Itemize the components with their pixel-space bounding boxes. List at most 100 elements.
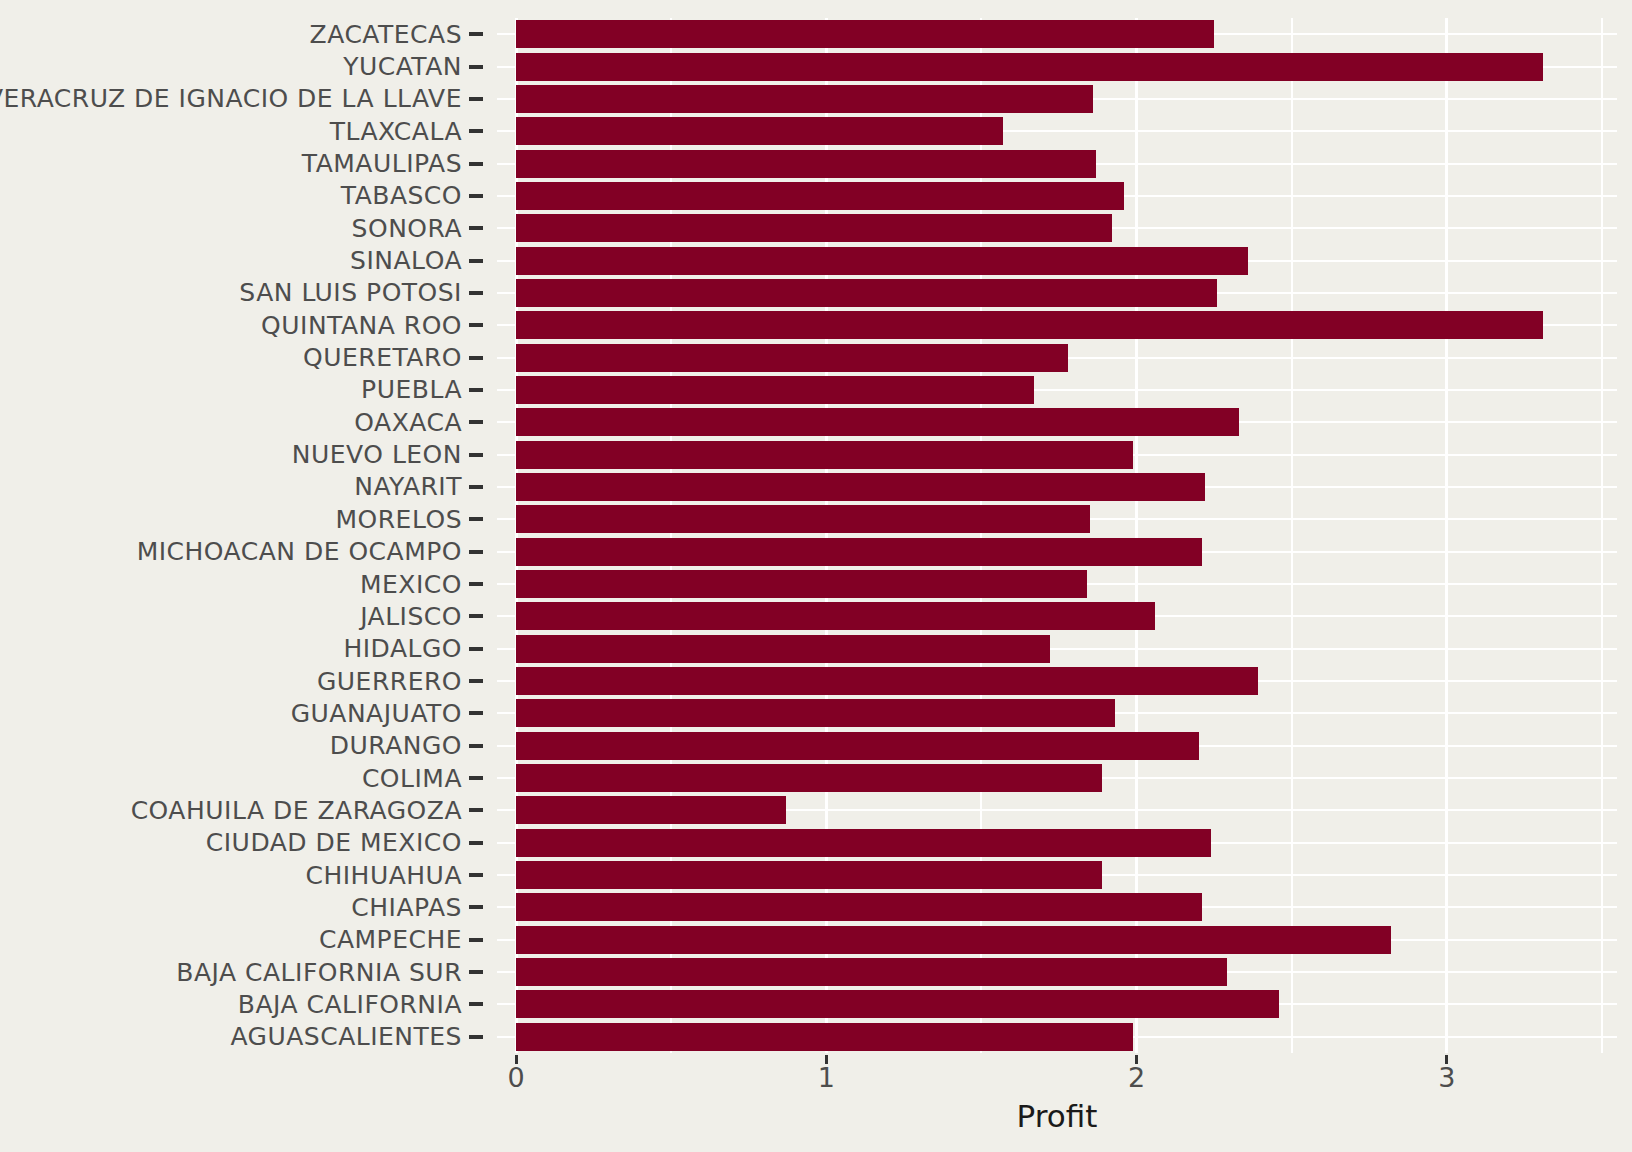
y-axis-label: GUANAJUATO xyxy=(291,701,462,726)
bar-sonora xyxy=(516,214,1112,242)
chart-row xyxy=(497,83,1617,115)
y-axis-label-row: VERACRUZ DE IGNACIO DE LA LLAVE xyxy=(0,83,497,115)
y-axis-label: NAYARIT xyxy=(354,474,462,499)
y-axis-label: CHIAPAS xyxy=(351,895,462,920)
y-axis-label: DURANGO xyxy=(330,733,462,758)
bar-jalisco xyxy=(516,602,1155,630)
y-axis-label: CAMPECHE xyxy=(319,927,462,952)
y-tick-mark xyxy=(469,905,483,909)
chart-row xyxy=(497,212,1617,244)
bar-puebla xyxy=(516,376,1034,404)
y-tick-mark xyxy=(469,162,483,166)
y-axis-label-row: TABASCO xyxy=(0,180,497,212)
y-axis-label: TLAXCALA xyxy=(330,119,462,144)
chart-row xyxy=(497,924,1617,956)
chart-row xyxy=(497,18,1617,50)
y-axis-label: SINALOA xyxy=(350,248,462,273)
y-axis-label-row: GUANAJUATO xyxy=(0,697,497,729)
y-tick-mark xyxy=(469,97,483,101)
bar-aguascalientes xyxy=(516,1023,1133,1051)
y-tick-mark xyxy=(469,550,483,554)
chart-row xyxy=(497,633,1617,665)
y-axis-label: CIUDAD DE MEXICO xyxy=(206,830,462,855)
y-tick-mark xyxy=(469,970,483,974)
y-tick-mark xyxy=(469,65,483,69)
chart-row xyxy=(497,762,1617,794)
y-tick-mark xyxy=(469,323,483,327)
y-axis-label-row: TLAXCALA xyxy=(0,115,497,147)
y-axis-label-row: ZACATECAS xyxy=(0,18,497,50)
y-axis-label-row: BAJA CALIFORNIA SUR xyxy=(0,956,497,988)
x-axis-title: Profit xyxy=(1017,1098,1098,1135)
bar-michoacan-de-ocampo xyxy=(516,538,1202,566)
bar-nuevo-leon xyxy=(516,441,1133,469)
bar-sinaloa xyxy=(516,247,1248,275)
y-axis-label-row: MICHOACAN DE OCAMPO xyxy=(0,536,497,568)
x-tick-label: 0 xyxy=(507,1062,524,1094)
bar-ciudad-de-mexico xyxy=(516,829,1211,857)
y-tick-mark xyxy=(469,776,483,780)
y-axis-label: AGUASCALIENTES xyxy=(230,1024,462,1049)
y-axis-label: SAN LUIS POTOSI xyxy=(239,280,462,305)
y-axis-label: JALISCO xyxy=(360,604,462,629)
y-axis-label-row: CHIHUAHUA xyxy=(0,859,497,891)
x-tick-label: 1 xyxy=(818,1062,835,1094)
y-axis-label: HIDALGO xyxy=(343,636,462,661)
y-axis-label: OAXACA xyxy=(354,410,462,435)
y-tick-mark xyxy=(469,259,483,263)
y-tick-mark xyxy=(469,517,483,521)
chart-row xyxy=(497,697,1617,729)
bar-tabasco xyxy=(516,182,1124,210)
y-tick-mark xyxy=(469,291,483,295)
y-axis-label-row: YUCATAN xyxy=(0,50,497,82)
y-axis-label-row: CIUDAD DE MEXICO xyxy=(0,827,497,859)
y-axis-label: GUERRERO xyxy=(317,669,462,694)
bar-hidalgo xyxy=(516,635,1050,663)
chart-row xyxy=(497,244,1617,276)
y-axis-label-row: COAHUILA DE ZARAGOZA xyxy=(0,794,497,826)
y-tick-mark xyxy=(469,808,483,812)
y-axis-label: MORELOS xyxy=(336,507,463,532)
bar-colima xyxy=(516,764,1102,792)
chart-row xyxy=(497,503,1617,535)
y-axis-label-row: GUERRERO xyxy=(0,665,497,697)
y-axis-label-row: NUEVO LEON xyxy=(0,438,497,470)
y-axis-label-row: SONORA xyxy=(0,212,497,244)
y-axis-label: COAHUILA DE ZARAGOZA xyxy=(131,798,462,823)
bar-oaxaca xyxy=(516,408,1239,436)
y-axis-label-row: HIDALGO xyxy=(0,633,497,665)
chart-row xyxy=(497,471,1617,503)
y-axis-label-row: COLIMA xyxy=(0,762,497,794)
y-tick-mark xyxy=(469,485,483,489)
y-tick-mark xyxy=(469,647,483,651)
y-axis-label-row: TAMAULIPAS xyxy=(0,147,497,179)
bar-chihuahua xyxy=(516,861,1102,889)
y-tick-mark xyxy=(469,1002,483,1006)
y-tick-mark xyxy=(469,32,483,36)
y-axis-label: YUCATAN xyxy=(343,54,462,79)
bar-morelos xyxy=(516,505,1090,533)
chart-row xyxy=(497,536,1617,568)
y-axis-label: COLIMA xyxy=(362,766,462,791)
y-tick-mark xyxy=(469,711,483,715)
y-tick-mark xyxy=(469,453,483,457)
y-axis-label-row: BAJA CALIFORNIA xyxy=(0,988,497,1020)
bar-veracruz-de-ignacio-de-la-llave xyxy=(516,85,1093,113)
y-tick-mark xyxy=(469,388,483,392)
y-axis-label: TAMAULIPAS xyxy=(302,151,462,176)
y-axis-label-row: JALISCO xyxy=(0,600,497,632)
y-axis-label: TABASCO xyxy=(341,183,462,208)
y-axis-label-row: MORELOS xyxy=(0,503,497,535)
bar-yucatan xyxy=(516,53,1543,81)
y-axis-label: QUERETARO xyxy=(303,345,462,370)
chart-row xyxy=(497,50,1617,82)
y-tick-mark xyxy=(469,873,483,877)
bar-baja-california-sur xyxy=(516,958,1227,986)
y-axis-label-row: SINALOA xyxy=(0,244,497,276)
bar-san-luis-potosi xyxy=(516,279,1217,307)
y-axis-label-row: NAYARIT xyxy=(0,471,497,503)
bar-durango xyxy=(516,732,1199,760)
chart-row xyxy=(497,406,1617,438)
y-tick-mark xyxy=(469,194,483,198)
y-tick-mark xyxy=(469,938,483,942)
